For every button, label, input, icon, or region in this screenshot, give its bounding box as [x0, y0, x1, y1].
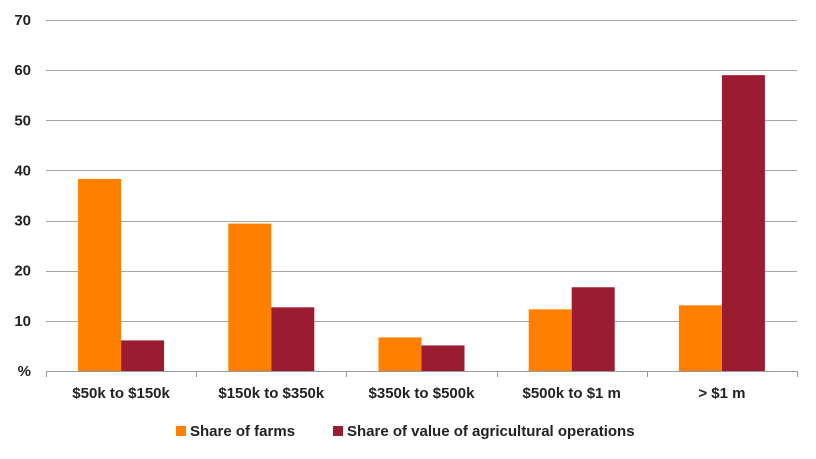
legend: Share of farms Share of value of agricul… [176, 423, 635, 440]
bar-share-of-farms-1 [228, 223, 272, 371]
x-tick-label: $500k to $1 m [522, 385, 620, 402]
legend-label-share-of-value: Share of value of agricultural operation… [347, 423, 635, 440]
y-tick-label: 40 [14, 162, 31, 179]
bar-share-of-value-2 [421, 345, 465, 371]
legend-swatch-share-of-farms [176, 426, 186, 436]
gridlines [46, 20, 798, 377]
y-tick-label: 60 [14, 62, 31, 79]
x-tick-label: > $1 m [698, 385, 745, 402]
y-tick-label: 30 [14, 213, 31, 230]
bar-share-of-value-0 [121, 340, 165, 371]
legend-swatch-share-of-value [333, 426, 343, 436]
bar-share-of-farms-3 [528, 309, 572, 371]
x-tick-label: $150k to $350k [218, 385, 325, 402]
y-tick-label: % [18, 363, 31, 380]
legend-label-share-of-farms: Share of farms [190, 423, 295, 440]
bar-share-of-farms-0 [78, 178, 122, 371]
bar-share-of-value-3 [571, 287, 615, 371]
y-tick-label: 10 [14, 313, 31, 330]
x-tick-label: $350k to $500k [369, 385, 476, 402]
bar-share-of-value-1 [271, 307, 315, 371]
x-axis-ticks: $50k to $150k $150k to $350k $350k to $500… [72, 385, 745, 402]
bar-share-of-farms-4 [678, 305, 722, 371]
y-tick-label: 20 [14, 263, 31, 280]
bar-share-of-farms-2 [378, 337, 422, 371]
bars [78, 75, 765, 372]
y-tick-label: 70 [14, 12, 31, 29]
y-axis-ticks: % 10 20 30 40 50 60 70 [14, 12, 31, 380]
x-tick-label: $50k to $150k [72, 385, 170, 402]
bar-share-of-value-4 [721, 75, 765, 372]
y-tick-label: 50 [14, 112, 31, 129]
